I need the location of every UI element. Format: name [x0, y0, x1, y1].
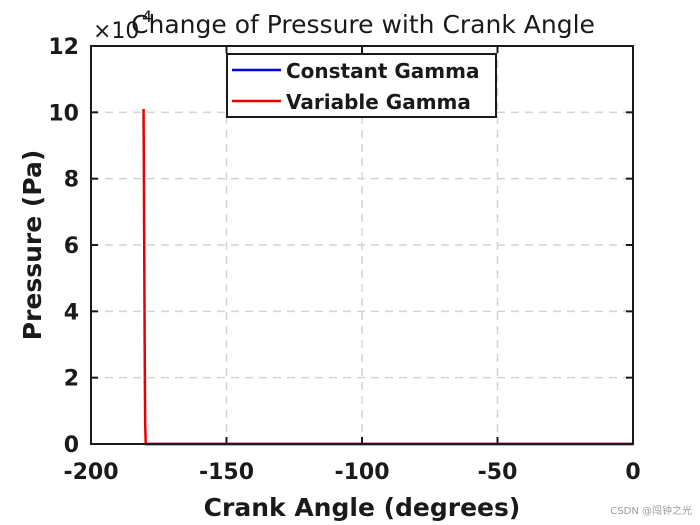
- chart-title: Change of Pressure with Crank Angle: [131, 10, 595, 39]
- y-tick-label: 0: [64, 433, 79, 458]
- y-tick-label: 10: [48, 101, 79, 126]
- series-line-variable-gamma: [142, 109, 633, 446]
- y-tick-label: 4: [64, 300, 79, 325]
- y-tick-label: 2: [64, 367, 79, 392]
- y-axis-label: Pressure (Pa): [18, 150, 47, 341]
- y-exponent: 4: [142, 7, 152, 26]
- y-tick-label: 8: [64, 168, 79, 193]
- y-multiplier: ×10: [93, 19, 139, 44]
- y-tick-labels: 0 2 4 6 8 10 12: [48, 35, 79, 458]
- x-axis-label: Crank Angle (degrees): [204, 493, 521, 522]
- x-tick-label: -100: [334, 460, 389, 485]
- x-tick-label: -150: [199, 460, 254, 485]
- axis-ticks: [90, 45, 634, 445]
- legend-label-variable-gamma: Variable Gamma: [286, 90, 471, 114]
- y-tick-label: 6: [64, 234, 79, 259]
- legend-label-constant-gamma: Constant Gamma: [286, 59, 479, 83]
- x-tick-label: 0: [625, 460, 640, 485]
- x-tick-label: -50: [478, 460, 518, 485]
- x-tick-label: -200: [63, 460, 118, 485]
- plot-lines: [142, 109, 633, 446]
- x-tick-labels: -200 -150 -100 -50 0: [63, 460, 640, 485]
- y-tick-label: 12: [48, 35, 79, 60]
- legend: Constant Gamma Variable Gamma: [226, 53, 497, 118]
- legend-box: [226, 53, 497, 118]
- watermark: CSDN @闯钟之光: [610, 506, 692, 517]
